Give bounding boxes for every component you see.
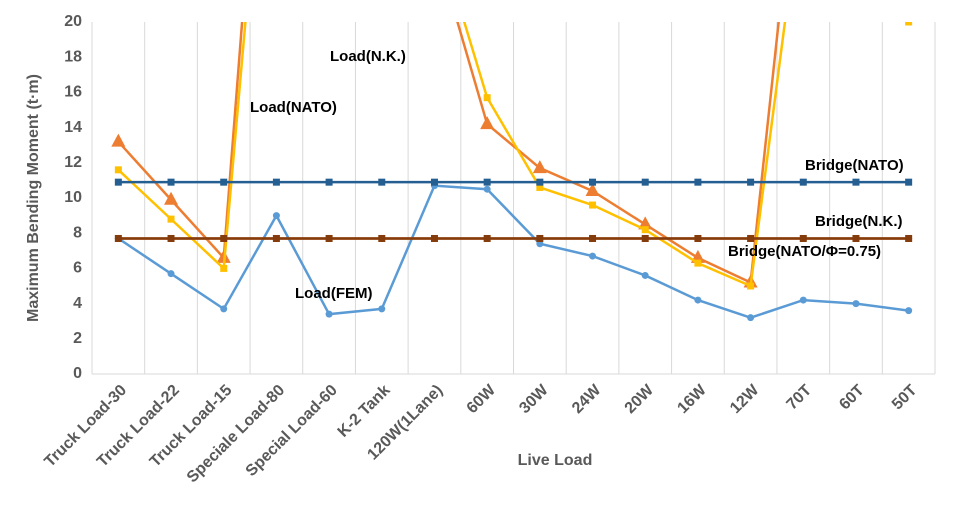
y-tick-label: 2 — [73, 330, 82, 347]
point — [694, 178, 702, 186]
point — [905, 22, 913, 26]
point — [638, 216, 653, 230]
point — [799, 178, 807, 186]
series-label: Bridge(NATO/Φ=0.75) — [728, 243, 881, 260]
point — [480, 116, 495, 130]
y-tick-label: 20 — [64, 13, 82, 30]
point — [694, 259, 702, 267]
point — [747, 282, 755, 290]
point — [852, 178, 860, 186]
y-tick-label: 10 — [64, 189, 82, 206]
x-tick-label: 16W — [674, 381, 710, 417]
point — [483, 234, 491, 242]
point — [799, 234, 807, 242]
point — [589, 234, 597, 242]
y-axis-label: Maximum Bending Moment (t·m) — [25, 74, 42, 322]
point — [114, 166, 122, 174]
point — [378, 305, 386, 313]
y-tick-label: 14 — [64, 119, 82, 136]
x-tick-label: 20W — [622, 381, 658, 417]
point — [272, 234, 280, 242]
point — [325, 234, 333, 242]
x-tick-label: 24W — [569, 381, 605, 417]
point — [167, 215, 175, 223]
x-tick-label: 70T — [784, 382, 816, 414]
y-tick-label: 4 — [73, 295, 82, 312]
point — [167, 178, 175, 186]
point — [220, 305, 228, 313]
point — [641, 234, 649, 242]
point — [589, 178, 597, 186]
y-tick-label: 0 — [73, 365, 82, 382]
y-tick-label: 18 — [64, 48, 82, 65]
point — [483, 94, 491, 102]
point — [641, 178, 649, 186]
point — [220, 178, 228, 186]
point — [905, 234, 913, 242]
x-tick-label: 60W — [464, 381, 500, 417]
point — [378, 234, 386, 242]
point — [430, 234, 438, 242]
point — [585, 182, 600, 196]
point — [483, 178, 491, 186]
point — [747, 234, 755, 242]
y-tick-label: 8 — [73, 224, 82, 241]
point — [747, 314, 755, 322]
point — [325, 310, 333, 318]
y-tick-label: 6 — [73, 260, 82, 277]
x-tick-label: 12W — [727, 381, 763, 417]
series-label: Bridge(N.K.) — [815, 213, 903, 230]
point — [536, 240, 544, 248]
series-label: Load(N.K.) — [330, 48, 406, 65]
point — [694, 234, 702, 242]
point — [114, 178, 122, 186]
x-tick-label: Speciale Load-80 — [184, 382, 289, 487]
point — [111, 133, 126, 147]
point — [694, 296, 702, 304]
point — [532, 160, 547, 174]
point — [747, 178, 755, 186]
point — [641, 271, 649, 279]
point — [272, 212, 280, 220]
point — [589, 252, 597, 260]
y-tick-label: 12 — [64, 154, 82, 171]
point — [852, 300, 860, 308]
point — [589, 201, 597, 209]
series-line — [117, 22, 909, 288]
point — [114, 234, 122, 242]
point — [220, 264, 228, 272]
point — [852, 234, 860, 242]
series-line — [117, 184, 909, 319]
point — [483, 185, 491, 193]
x-tick-label: Special Load-60 — [243, 382, 341, 480]
point — [536, 234, 544, 242]
x-tick-label: 30W — [516, 381, 552, 417]
point — [799, 296, 807, 304]
point — [220, 234, 228, 242]
series-label: Bridge(NATO) — [805, 157, 904, 174]
plot-area — [111, 22, 913, 322]
x-tick-label: 60T — [836, 382, 868, 414]
point — [164, 191, 179, 205]
point — [272, 178, 280, 186]
series-label: Load(NATO) — [250, 99, 337, 116]
point — [905, 307, 913, 315]
point — [378, 178, 386, 186]
point — [641, 226, 649, 234]
point — [167, 234, 175, 242]
series-label: Load(FEM) — [295, 285, 372, 302]
point — [430, 178, 438, 186]
point — [536, 183, 544, 191]
series-line — [117, 22, 780, 285]
point — [905, 178, 913, 186]
point — [167, 270, 175, 278]
x-axis-label: Live Load — [518, 452, 593, 469]
point — [536, 178, 544, 186]
y-tick-label: 16 — [64, 84, 82, 101]
x-tick-label: 50T — [889, 382, 921, 414]
point — [325, 178, 333, 186]
